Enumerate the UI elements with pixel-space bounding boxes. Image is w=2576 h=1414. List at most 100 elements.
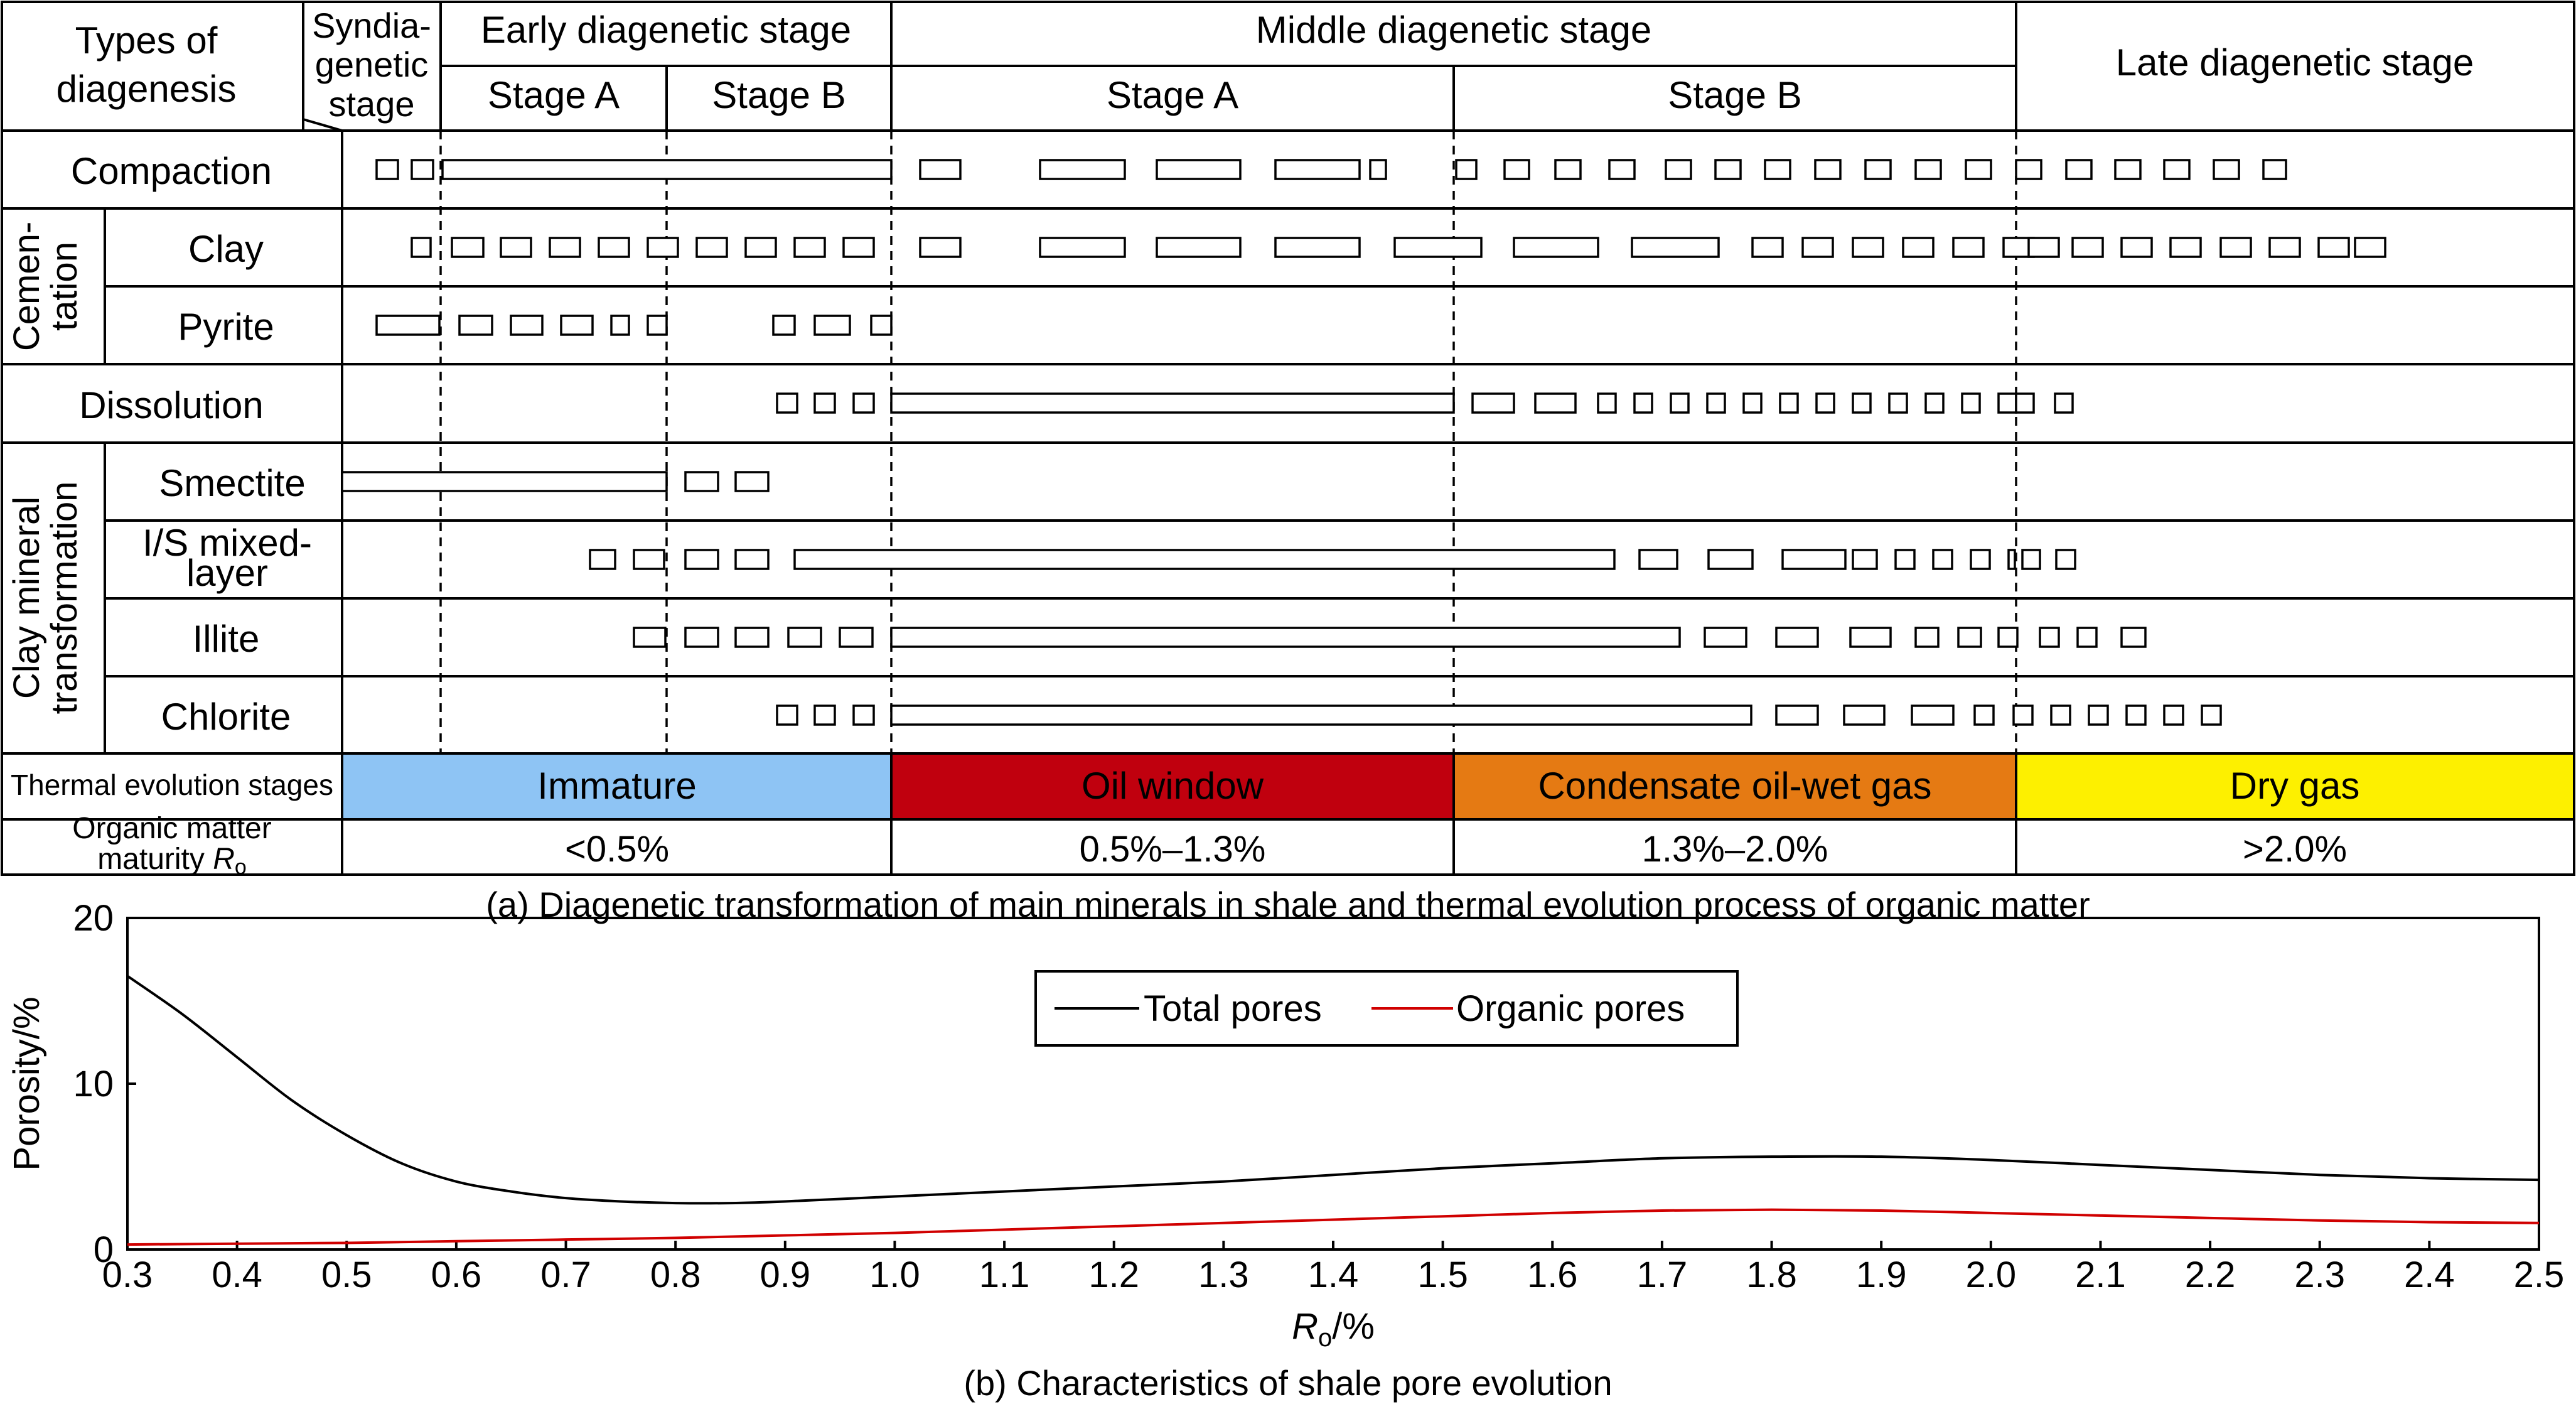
x-tick-label-4: 0.7 xyxy=(540,1255,591,1295)
bar-row1-seg6 xyxy=(695,237,728,258)
bar-row6-seg1 xyxy=(684,627,719,648)
bar-row6-seg5 xyxy=(890,627,1681,648)
bar-row1-seg26 xyxy=(2169,237,2202,258)
bar-row5-seg11 xyxy=(1970,549,1991,570)
bar-row6-seg7 xyxy=(1775,627,1819,648)
bar-row0-seg23 xyxy=(2213,159,2240,180)
range-1: <0.5% xyxy=(565,829,669,870)
bar-row1-seg17 xyxy=(1751,237,1784,258)
x-axis-label: Ro/% xyxy=(1292,1306,1375,1352)
thermal-label: Thermal evolution stages xyxy=(11,769,333,801)
bar-row0-seg19 xyxy=(2015,159,2042,180)
group-cementation-1: Cemen- xyxy=(6,222,47,351)
bar-row1-seg28 xyxy=(2268,237,2301,258)
bar-row0-seg0 xyxy=(375,159,399,180)
bar-row5-seg7 xyxy=(1781,549,1847,570)
y-axis-label: Porosity/% xyxy=(6,996,47,1170)
range-3: 1.3%–2.0% xyxy=(1642,829,1828,870)
bar-row3-seg17 xyxy=(1997,392,2017,414)
x-tick-label-16: 1.9 xyxy=(1856,1255,1907,1295)
bar-row0-seg10 xyxy=(1554,159,1582,180)
plot-area xyxy=(126,917,2540,1251)
row-label-clay: Clay xyxy=(188,228,264,270)
bar-row1-seg11 xyxy=(1039,237,1126,258)
group-cementation-2: tation xyxy=(44,242,85,331)
row-label-is-2: layer xyxy=(186,552,268,594)
x-tick-label-22: 2.5 xyxy=(2514,1255,2565,1295)
thermal-stage-cells xyxy=(343,755,2573,818)
bar-row0-seg24 xyxy=(2262,159,2287,180)
bar-row0-seg13 xyxy=(1714,159,1742,180)
bar-row3-seg19 xyxy=(2054,392,2074,414)
bar-row0-seg4 xyxy=(1039,159,1126,180)
bar-row1-seg3 xyxy=(549,237,581,258)
stage-name-immature: Immature xyxy=(537,765,696,807)
bar-row1-seg14 xyxy=(1393,237,1483,258)
bar-row7-seg11 xyxy=(2125,704,2147,726)
row-label-illite: Illite xyxy=(193,618,260,660)
syndia-label-1: Syndia- xyxy=(312,6,431,45)
bar-row7-seg8 xyxy=(2012,704,2034,726)
bar-row5-seg6 xyxy=(1707,549,1754,570)
bar-row3-seg6 xyxy=(1597,392,1617,414)
bar-row1-seg25 xyxy=(2120,237,2153,258)
series-line-1 xyxy=(127,1208,2540,1246)
bar-row1-seg30 xyxy=(2354,237,2386,258)
thermal-cell-3 xyxy=(2017,755,2573,818)
bar-row5-seg13 xyxy=(2021,549,2041,570)
bar-row6-seg0 xyxy=(633,627,667,648)
bar-row1-seg10 xyxy=(919,237,962,258)
x-tick-label-2: 0.5 xyxy=(321,1255,372,1295)
range-2: 0.5%–1.3% xyxy=(1080,829,1266,870)
bar-row3-seg0 xyxy=(776,392,798,414)
bar-row5-seg9 xyxy=(1894,549,1916,570)
bar-row0-seg12 xyxy=(1665,159,1692,180)
bar-row4-seg0 xyxy=(341,471,668,492)
bar-row6-seg12 xyxy=(2039,627,2060,648)
bar-row3-seg15 xyxy=(1924,392,1945,414)
bar-row1-seg0 xyxy=(411,237,432,258)
diagenesis-table xyxy=(1,1,2575,876)
bar-row7-seg3 xyxy=(890,704,1752,726)
middle-stage-a: Stage A xyxy=(1107,74,1238,116)
syndia-label-2: genetic xyxy=(315,45,429,84)
bar-row3-seg8 xyxy=(1670,392,1690,414)
group-clay-transform-1: Clay mineral xyxy=(6,497,47,699)
bar-row7-seg7 xyxy=(1973,704,1995,726)
bar-row7-seg1 xyxy=(813,704,836,726)
row-label-chlorite: Chlorite xyxy=(161,696,291,738)
process-bars xyxy=(341,159,2386,726)
bar-row1-seg2 xyxy=(500,237,532,258)
bar-row1-seg12 xyxy=(1156,237,1242,258)
bar-row7-seg0 xyxy=(776,704,798,726)
middle-stage-b: Stage B xyxy=(1668,74,1802,116)
x-tick-label-5: 0.8 xyxy=(650,1255,701,1295)
bar-row7-seg2 xyxy=(852,704,875,726)
bar-row6-seg6 xyxy=(1704,627,1747,648)
stage-boundaries xyxy=(439,131,2017,753)
bar-row1-seg21 xyxy=(1952,237,1985,258)
y-tick-label-0: 0 xyxy=(94,1229,114,1270)
bar-row6-seg4 xyxy=(839,627,874,648)
x-tick-label-15: 1.8 xyxy=(1746,1255,1797,1295)
bar-row5-seg14 xyxy=(2055,549,2076,570)
bar-row1-seg18 xyxy=(1801,237,1834,258)
bar-row2-seg0 xyxy=(375,315,441,336)
bar-row2-seg7 xyxy=(813,315,851,336)
bar-row3-seg10 xyxy=(1742,392,1763,414)
x-tick-label-3: 0.6 xyxy=(431,1255,482,1295)
bar-row3-seg3 xyxy=(890,392,1455,414)
thermal-cell-1 xyxy=(893,755,1452,818)
bar-row1-seg7 xyxy=(744,237,777,258)
legend-label-total: Total pores xyxy=(1144,988,1322,1029)
legend-label-organic: Organic pores xyxy=(1456,988,1685,1029)
bar-row6-seg8 xyxy=(1849,627,1892,648)
bar-row0-seg21 xyxy=(2114,159,2142,180)
maturity-label-1: Organic matter xyxy=(72,812,271,845)
bar-row1-seg29 xyxy=(2317,237,2350,258)
row-label-dissolution: Dissolution xyxy=(79,384,263,426)
early-stage-label: Early diagenetic stage xyxy=(481,9,851,51)
row-label-is-1: I/S mixed- xyxy=(142,522,312,564)
bar-row5-seg2 xyxy=(684,549,719,570)
